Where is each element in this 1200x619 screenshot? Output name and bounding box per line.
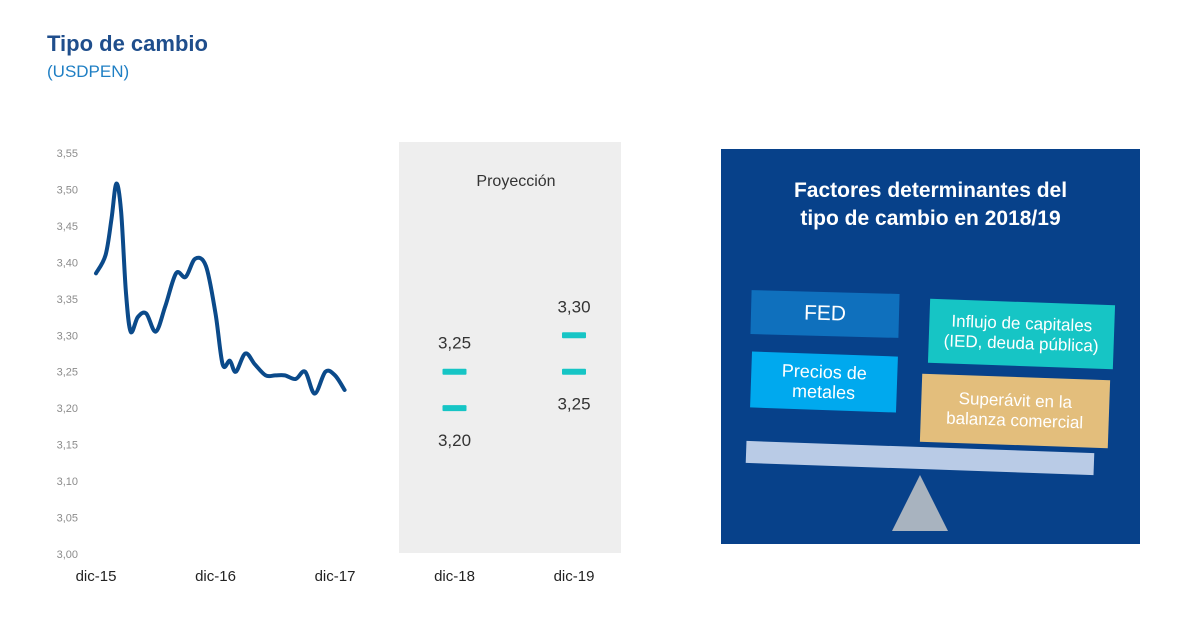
projection-value-label: 3,25 xyxy=(438,334,471,353)
x-tick-label: dic-16 xyxy=(195,568,236,585)
chart-title: Tipo de cambio xyxy=(47,31,208,56)
y-tick-label: 3,10 xyxy=(57,476,78,488)
projection-marker xyxy=(442,368,467,375)
x-tick-label: dic-18 xyxy=(434,568,475,585)
projection-marker xyxy=(562,368,586,375)
y-tick-label: 3,25 xyxy=(57,367,78,379)
panel-title: Factores determinantes del tipo de cambi… xyxy=(793,179,1068,230)
projection-value-label: 3,25 xyxy=(557,395,590,414)
y-tick-label: 3,50 xyxy=(57,184,78,196)
x-tick-label: dic-15 xyxy=(76,568,117,585)
factor-trade-surplus: Superávit en la balanza comercial xyxy=(919,373,1111,449)
x-tick-label: dic-19 xyxy=(554,568,595,585)
y-tick-label: 3,30 xyxy=(57,330,78,342)
projection-value-label: 3,30 xyxy=(557,297,590,316)
balance-fulcrum xyxy=(892,475,948,531)
exchange-rate-chart: Proyección 3,00 3,05 3,10 3,15 3,20 3,25 3,30 3… xyxy=(57,142,621,585)
projection-value-label: 3,20 xyxy=(438,431,471,450)
x-tick-label: dic-17 xyxy=(315,568,356,585)
projection-area xyxy=(399,142,621,553)
y-tick-label: 3,00 xyxy=(57,549,78,561)
factor-metal-prices: Precios de metales xyxy=(750,351,898,413)
factor-fed: FED xyxy=(750,290,900,338)
y-tick-label: 3,05 xyxy=(57,513,78,525)
y-tick-label: 3,55 xyxy=(57,148,78,160)
factors-panel: Factores determinantes del tipo de cambi… xyxy=(721,149,1140,544)
projection-marker xyxy=(562,332,586,339)
exchange-rate-line xyxy=(94,181,347,396)
y-tick-label: 3,40 xyxy=(57,257,78,269)
factor-capital-inflows: Influjo de capitales (IED, deuda pública… xyxy=(927,298,1116,370)
y-tick-label: 3,20 xyxy=(57,403,78,415)
chart-subtitle: (USDPEN) xyxy=(47,62,130,81)
y-tick-label: 3,35 xyxy=(57,294,78,306)
projection-marker xyxy=(442,405,467,412)
projection-label: Proyección xyxy=(476,173,555,190)
balance-beam xyxy=(745,440,1095,476)
y-tick-label: 3,15 xyxy=(57,440,78,452)
y-tick-label: 3,45 xyxy=(57,221,78,233)
